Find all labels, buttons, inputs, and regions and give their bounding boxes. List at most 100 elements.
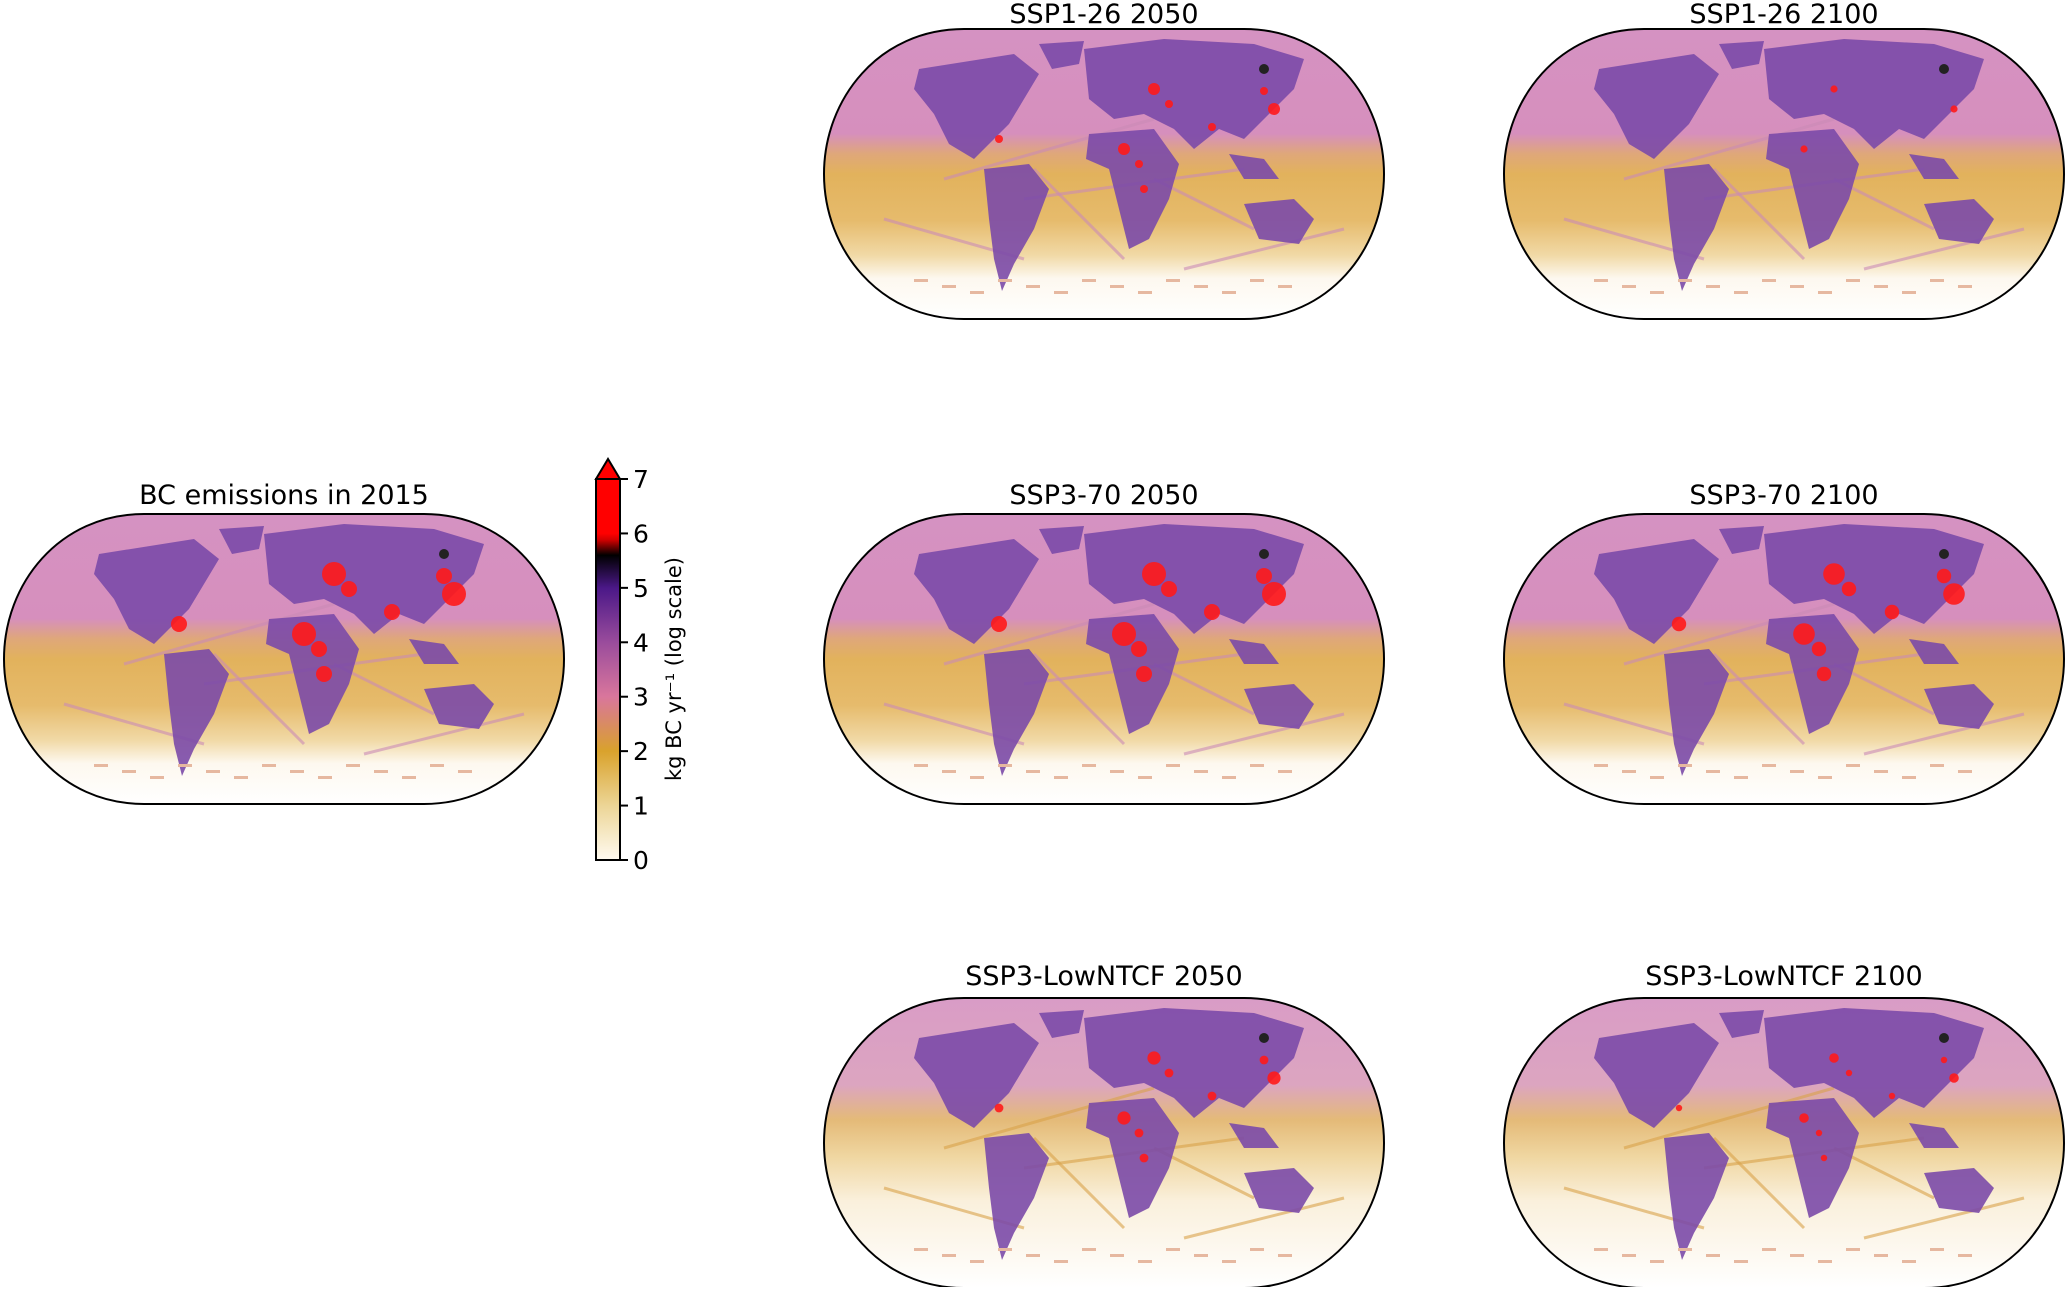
land-north-america	[914, 1023, 1039, 1128]
antarctic-coast	[914, 1248, 928, 1251]
antarctic-coast	[1958, 285, 1972, 288]
antarctic-coast	[1250, 279, 1264, 282]
emission-hotspot	[1148, 83, 1160, 95]
colorbar-tick-label: 6	[633, 519, 649, 548]
colorbar: 0 1 2 3 4 5 6 7 kg BC yr⁻¹ (log scale)	[594, 457, 686, 875]
emission-hotspot	[1117, 1111, 1131, 1125]
land-africa	[266, 614, 359, 734]
emission-hotspot	[384, 604, 400, 620]
antarctic-coast	[1054, 1260, 1068, 1263]
land-maritime-asia	[1909, 154, 1959, 179]
antarctic-coast	[970, 1260, 984, 1263]
emission-hotspot	[1884, 604, 1900, 620]
colorbar-tick-label: 7	[633, 465, 649, 494]
emission-hotspot	[1793, 623, 1815, 645]
emission-peak	[1259, 64, 1269, 74]
land-australia	[1924, 684, 1994, 729]
shipping-lane	[943, 602, 1155, 666]
emission-hotspot	[322, 562, 346, 586]
antarctic-coast	[346, 764, 360, 767]
map-panel: BC emissions in 2015	[2, 480, 566, 805]
antarctic-coast	[94, 764, 108, 767]
land-north-america	[914, 539, 1039, 644]
land-north-america	[94, 539, 219, 644]
antarctic-coast	[1278, 1254, 1292, 1257]
emission-hotspot	[1823, 563, 1845, 585]
antarctic-coast	[1734, 1260, 1748, 1263]
emission-hotspot	[991, 616, 1007, 632]
land-north-america	[1594, 54, 1719, 159]
land-greenland	[1039, 526, 1084, 554]
emission-hotspot	[1943, 583, 1965, 605]
emission-hotspot	[316, 666, 332, 682]
antarctic-coast	[318, 776, 332, 779]
emission-hotspot	[1208, 123, 1216, 131]
antarctic-coast	[1166, 279, 1180, 282]
panel-title: SSP3-LowNTCF 2100	[1645, 961, 1922, 992]
robinson-map	[2, 513, 566, 805]
emission-hotspot	[1671, 616, 1687, 632]
antarctic-coast	[1930, 764, 1944, 767]
robinson-map	[822, 28, 1386, 320]
antarctic-coast	[942, 770, 956, 773]
antarctic-coast	[1250, 1248, 1264, 1251]
antarctic-coast	[1846, 279, 1860, 282]
land-maritime-asia	[1229, 154, 1279, 179]
emission-hotspot	[1147, 1051, 1161, 1065]
emission-peak	[1939, 64, 1949, 74]
antarctic-coast	[1734, 776, 1748, 779]
emission-hotspot	[292, 622, 316, 646]
shipping-lane	[1863, 227, 2025, 271]
emission-hotspot	[171, 616, 187, 632]
colorbar-tick-label: 5	[633, 574, 649, 603]
emission-hotspot	[1888, 1092, 1896, 1100]
emission-hotspot	[1950, 105, 1958, 113]
land-north-america	[1594, 539, 1719, 644]
map-outline	[1502, 28, 2066, 320]
land-africa	[1086, 614, 1179, 734]
shipping-lane	[1183, 227, 1345, 271]
land-south-america	[1664, 649, 1729, 776]
map-panel: SSP1-26 2100	[1502, 0, 2066, 320]
land-south-america	[164, 649, 229, 776]
emission-hotspot	[436, 568, 452, 584]
antarctic-coast	[1082, 1248, 1096, 1251]
emission-hotspot	[1811, 641, 1827, 657]
antarctic-coast	[1250, 764, 1264, 767]
land-eurasia	[264, 524, 484, 634]
emission-hotspot	[1139, 1153, 1149, 1163]
panel-title: SSP1-26 2050	[1009, 0, 1198, 30]
antarctic-coast	[1902, 291, 1916, 294]
panel-title: SSP3-70 2100	[1689, 480, 1878, 511]
land-australia	[1924, 1168, 1994, 1213]
land-australia	[1244, 199, 1314, 244]
antarctic-coast	[430, 764, 444, 767]
land-maritime-asia	[409, 639, 459, 664]
emission-hotspot	[1800, 145, 1808, 153]
antarctic-coast	[1930, 1248, 1944, 1251]
emission-hotspot	[1267, 1071, 1281, 1085]
land-australia	[1244, 684, 1314, 729]
shipping-lane	[1712, 1136, 1806, 1230]
antarctic-coast	[1678, 1248, 1692, 1251]
shipping-lane	[363, 712, 525, 756]
robinson-map	[822, 513, 1386, 805]
antarctic-coast	[1166, 764, 1180, 767]
shipping-lane	[1032, 652, 1126, 746]
emission-hotspot	[1161, 581, 1177, 597]
emission-hotspot	[341, 581, 357, 597]
land-africa	[1086, 129, 1179, 249]
emission-hotspot	[1820, 1154, 1828, 1162]
antarctic-coast	[1650, 1260, 1664, 1263]
antarctic-coast	[1054, 291, 1068, 294]
antarctic-coast	[374, 770, 388, 773]
land-eurasia	[1764, 1008, 1984, 1118]
antarctic-coast	[1650, 291, 1664, 294]
antarctic-coast	[1846, 764, 1860, 767]
antarctic-coast	[970, 291, 984, 294]
land-greenland	[1719, 41, 1764, 69]
colorbar-tick-label: 1	[633, 792, 649, 821]
shipping-lane	[1623, 1086, 1835, 1150]
land-eurasia	[1764, 39, 1984, 149]
antarctic-coast	[1622, 770, 1636, 773]
